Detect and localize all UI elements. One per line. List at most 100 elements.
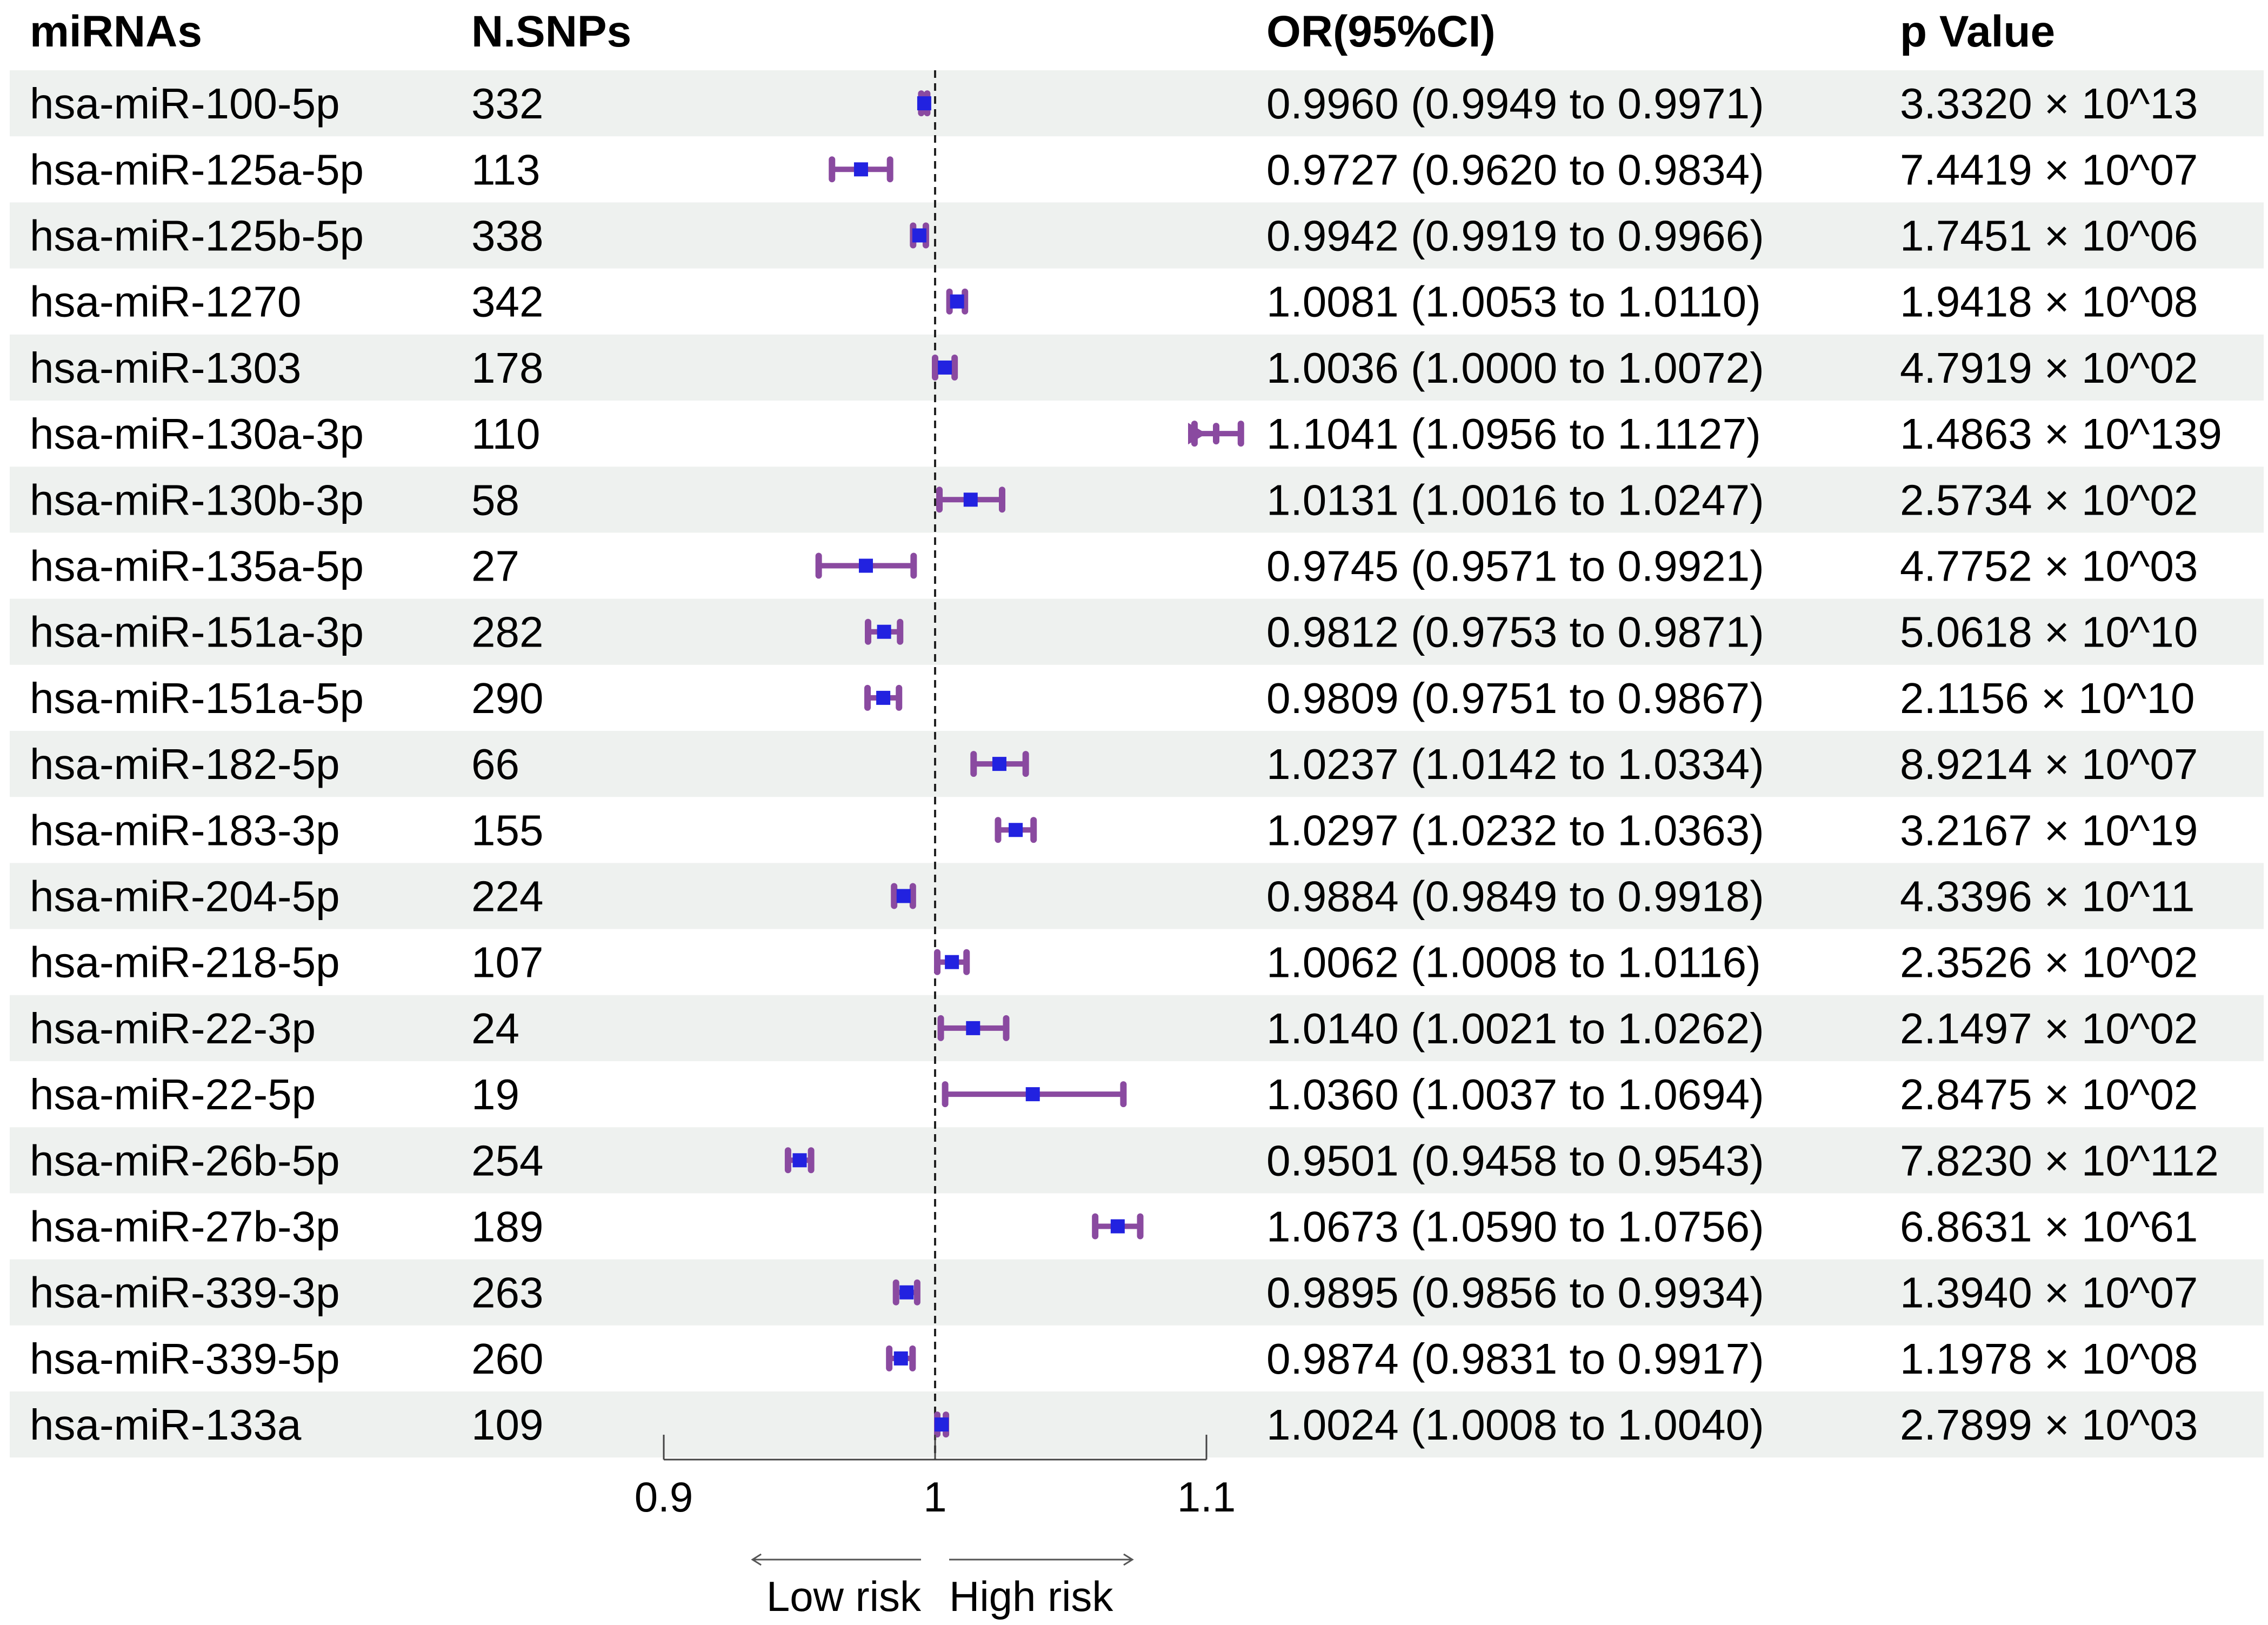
row-stripe [10,334,2264,401]
or-ci-value: 1.0131 (1.0016 to 1.0247) [1266,476,1764,524]
p-value: 4.7752 × 10^03 [1900,542,2198,590]
or-ci-value: 1.0297 (1.0232 to 1.0363) [1266,806,1764,854]
p-value: 1.1978 × 10^08 [1900,1335,2198,1383]
or-ci-value: 0.9812 (0.9753 to 0.9871) [1266,608,1764,656]
mirna-label: hsa-miR-130a-3p [30,410,364,458]
nsnps-value: 113 [471,145,541,194]
p-value: 2.5734 × 10^02 [1900,476,2198,524]
point-estimate [899,1285,914,1300]
nsnps-value: 24 [471,1004,519,1053]
p-value: 2.1156 × 10^10 [1900,674,2194,722]
point-estimate [877,624,891,639]
header-p-value: p Value [1900,7,2055,56]
row-stripe [10,1127,2264,1194]
p-value: 2.8475 × 10^02 [1900,1070,2198,1118]
point-estimate [912,228,926,243]
mirna-label: hsa-miR-133a [30,1401,302,1449]
or-ci-value: 0.9501 (0.9458 to 0.9543) [1266,1136,1764,1184]
header-nsnps: N.SNPs [471,7,631,56]
or-ci-value: 0.9895 (0.9856 to 0.9934) [1266,1269,1764,1317]
nsnps-value: 189 [471,1203,543,1251]
point-estimate [917,96,931,111]
p-value: 8.9214 × 10^07 [1900,740,2198,788]
nsnps-value: 155 [471,806,543,854]
or-ci-value: 1.0237 (1.0142 to 1.0334) [1266,740,1764,788]
row-stripe [10,1259,2264,1326]
mirna-label: hsa-miR-1303 [30,344,301,392]
nsnps-value: 338 [471,212,543,260]
row-stripe [10,863,2264,929]
row-stripe [10,1391,2264,1458]
point-estimate [876,690,891,705]
nsnps-value: 27 [471,542,519,590]
point-estimate [966,1021,980,1035]
p-value: 3.2167 × 10^19 [1900,806,2198,854]
mirna-label: hsa-miR-339-3p [30,1269,340,1317]
mirna-label: hsa-miR-125b-5p [30,212,364,260]
header-or-ci: OR(95%CI) [1266,7,1496,56]
risk-direction: Low risk High risk [751,1553,1134,1620]
mirna-label: hsa-miR-151a-5p [30,674,364,722]
mirna-label: hsa-miR-218-5p [30,938,340,987]
or-ci-value: 0.9942 (0.9919 to 0.9966) [1266,212,1764,260]
nsnps-value: 109 [471,1401,543,1449]
mirna-label: hsa-miR-151a-3p [30,608,364,656]
nsnps-value: 282 [471,608,543,656]
p-value: 2.1497 × 10^02 [1900,1004,2198,1053]
p-value: 1.4863 × 10^139 [1900,410,2222,458]
point-estimate [1025,1087,1040,1102]
nsnps-value: 58 [471,476,519,524]
point-estimate [945,955,959,969]
or-ci-value: 0.9809 (0.9751 to 0.9867) [1266,674,1764,722]
point-estimate [858,558,873,573]
point-estimate [1110,1219,1125,1234]
mirna-label: hsa-miR-130b-3p [30,476,364,524]
or-ci-value: 0.9727 (0.9620 to 0.9834) [1266,145,1764,194]
low-risk-arrowhead [751,1553,762,1566]
or-ci-value: 1.0024 (1.0008 to 1.0040) [1266,1401,1764,1449]
mirna-label: hsa-miR-339-5p [30,1335,340,1383]
mirna-label: hsa-miR-183-3p [30,806,340,854]
header-mirnas: miRNAs [30,7,202,56]
row-stripe [10,467,2264,533]
x-tick-label: 0.9 [635,1473,693,1521]
nsnps-value: 254 [471,1136,543,1184]
mirna-label: hsa-miR-100-5p [30,79,340,128]
nsnps-value: 342 [471,278,543,326]
row-stripes [10,70,2264,1458]
or-ci-value: 1.0140 (1.0021 to 1.0262) [1266,1004,1764,1053]
point-estimate [935,1417,949,1432]
point-estimate [896,889,911,903]
point-estimate [893,1351,908,1366]
ci-marks [784,90,1244,1438]
mirna-label: hsa-miR-27b-3p [30,1203,340,1251]
nsnps-value: 224 [471,873,543,921]
high-risk-arrowhead [1123,1553,1134,1566]
p-value: 5.0618 × 10^10 [1900,608,2198,656]
nsnps-value: 263 [471,1269,543,1317]
mirna-label: hsa-miR-22-3p [30,1004,316,1053]
or-ci-value: 1.1041 (1.0956 to 1.1127) [1266,410,1761,458]
p-value: 4.7919 × 10^02 [1900,344,2198,392]
p-value: 2.3526 × 10^02 [1900,938,2198,987]
point-estimate [853,162,868,177]
x-axis: 0.9 1 1.1 [635,1435,1236,1521]
mirna-label: hsa-miR-204-5p [30,873,340,921]
p-value: 2.7899 × 10^03 [1900,1401,2198,1449]
row-stripe [10,598,2264,665]
point-estimate [992,757,1006,771]
mirna-label: hsa-miR-1270 [30,278,301,326]
row-stripe [10,995,2264,1061]
mirna-label: hsa-miR-135a-5p [30,542,364,590]
p-value: 1.9418 × 10^08 [1900,278,2198,326]
p-value: 7.4419 × 10^07 [1900,145,2198,194]
row-stripe [10,70,2264,137]
or-ci-value: 0.9874 (0.9831 to 0.9917) [1266,1335,1764,1383]
p-value: 7.8230 × 10^112 [1900,1136,2219,1184]
mirna-label: hsa-miR-26b-5p [30,1136,340,1184]
nsnps-value: 110 [471,410,541,458]
p-value: 1.3940 × 10^07 [1900,1269,2198,1317]
point-estimate [938,360,952,375]
nsnps-value: 178 [471,344,543,392]
